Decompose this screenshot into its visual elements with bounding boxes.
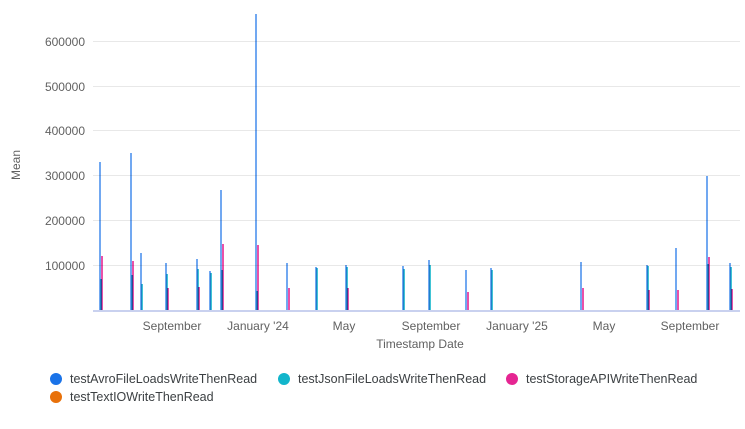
- bar-storage[interactable]: [676, 290, 679, 310]
- bar-avro[interactable]: [646, 264, 648, 310]
- gridline: [93, 175, 740, 177]
- bar-storage[interactable]: [581, 288, 584, 310]
- gridline: [93, 265, 740, 267]
- bar-avro[interactable]: [428, 259, 430, 310]
- bar-json[interactable]: [131, 274, 133, 310]
- bar-avro[interactable]: [675, 247, 677, 310]
- bar-json[interactable]: [403, 268, 405, 310]
- legend-item-label: testAvroFileLoadsWriteThenRead: [70, 372, 258, 386]
- x-tick-label: September: [142, 319, 202, 333]
- legend-item-label: testStorageAPIWriteThenRead: [526, 372, 698, 386]
- bar-json[interactable]: [730, 267, 732, 310]
- legend-dot-icon: [50, 391, 62, 403]
- x-tick-label: September: [660, 319, 720, 333]
- legend-dot-icon: [506, 373, 518, 385]
- bar-avro[interactable]: [345, 265, 347, 310]
- legend-item-json[interactable]: testJsonFileLoadsWriteThenRead: [278, 371, 486, 387]
- legend-item-label: testTextIOWriteThenRead: [70, 390, 214, 404]
- bar-storage[interactable]: [287, 287, 290, 310]
- bar-avro[interactable]: [220, 190, 222, 310]
- bar-avro[interactable]: [580, 262, 582, 310]
- y-tick-label: 600000: [44, 34, 85, 49]
- legend-item-storage[interactable]: testStorageAPIWriteThenRead: [506, 371, 697, 387]
- bar-avro[interactable]: [706, 176, 708, 310]
- x-tick-label: January '25: [486, 319, 548, 333]
- bar-json[interactable]: [256, 291, 258, 310]
- x-tick-label: May: [592, 319, 616, 333]
- bar-avro[interactable]: [255, 13, 257, 310]
- bar-json[interactable]: [316, 268, 318, 310]
- x-tick-label: January '24: [227, 319, 289, 333]
- bar-avro[interactable]: [465, 269, 467, 310]
- bar-avro[interactable]: [196, 258, 198, 310]
- bar-json[interactable]: [100, 278, 102, 310]
- gridline: [93, 40, 740, 42]
- bar-avro[interactable]: [729, 262, 731, 310]
- x-axis-title: Timestamp Date: [376, 337, 464, 351]
- bar-avro[interactable]: [130, 152, 132, 310]
- x-axis-baseline: [93, 310, 740, 312]
- bar-json[interactable]: [221, 269, 223, 310]
- gridline: [93, 220, 740, 222]
- gridline: [93, 130, 740, 132]
- bar-avro[interactable]: [165, 262, 167, 310]
- bar-json[interactable]: [210, 272, 212, 310]
- y-tick-label: 400000: [44, 124, 85, 139]
- y-axis-title: Mean: [9, 149, 23, 181]
- bar-avro[interactable]: [140, 253, 142, 310]
- y-tick-label: 500000: [44, 79, 85, 94]
- gridline: [93, 85, 740, 87]
- y-tick-label: 100000: [44, 259, 85, 274]
- y-tick-label: 300000: [44, 169, 85, 184]
- bar-avro[interactable]: [286, 263, 288, 310]
- x-tick-label: September: [401, 319, 461, 333]
- legend-dot-icon: [278, 373, 290, 385]
- bar-json[interactable]: [491, 269, 493, 310]
- bar-json[interactable]: [346, 266, 348, 310]
- y-tick-label: 200000: [44, 214, 85, 229]
- bar-json[interactable]: [647, 266, 649, 310]
- bar-avro[interactable]: [402, 266, 404, 310]
- bar-avro[interactable]: [99, 161, 101, 310]
- bar-json[interactable]: [166, 274, 168, 310]
- legend-item-avro[interactable]: testAvroFileLoadsWriteThenRead: [50, 371, 257, 387]
- bar-avro[interactable]: [209, 271, 211, 310]
- bar-avro[interactable]: [315, 266, 317, 310]
- bar-json[interactable]: [707, 264, 709, 310]
- bar-storage[interactable]: [256, 244, 259, 310]
- legend-item-label: testJsonFileLoadsWriteThenRead: [298, 372, 487, 386]
- bar-avro[interactable]: [490, 267, 492, 310]
- bar-storage[interactable]: [466, 291, 469, 310]
- legend-dot-icon: [50, 373, 62, 385]
- x-tick-label: May: [332, 319, 356, 333]
- bar-json[interactable]: [141, 284, 143, 310]
- legend-item-textio[interactable]: testTextIOWriteThenRead: [50, 389, 214, 405]
- bar-json[interactable]: [197, 268, 199, 310]
- bar-json[interactable]: [429, 265, 431, 310]
